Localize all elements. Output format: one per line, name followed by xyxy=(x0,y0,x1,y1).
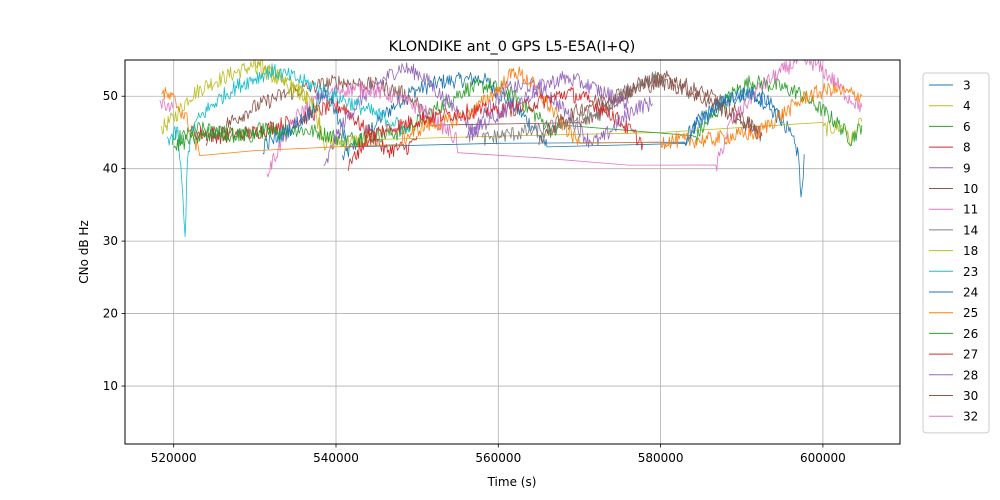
y-tick-label: 50 xyxy=(103,89,118,103)
legend-label-23: 23 xyxy=(963,265,978,279)
series-line-24 xyxy=(262,86,783,155)
series-line-10 xyxy=(205,70,763,147)
legend-label-25: 25 xyxy=(963,306,978,320)
legend-label-9: 9 xyxy=(963,161,971,175)
legend-label-6: 6 xyxy=(963,120,971,134)
legend-label-24: 24 xyxy=(963,286,978,300)
series-line-18 xyxy=(254,61,323,140)
x-tick-label: 560000 xyxy=(475,451,521,465)
series-line-23 xyxy=(166,63,410,238)
legend-label-32: 32 xyxy=(963,410,978,424)
chart-title: KLONDIKE ant_0 GPS L5-E5A(I+Q) xyxy=(389,39,636,55)
legend-label-3: 3 xyxy=(963,79,971,93)
legend-frame xyxy=(922,72,990,434)
x-tick-label: 520000 xyxy=(151,451,197,465)
x-tick-label: 600000 xyxy=(800,451,846,465)
series-line-27 xyxy=(347,86,644,171)
legend-label-10: 10 xyxy=(963,182,978,196)
series-line-30 xyxy=(538,74,759,146)
series-line-6 xyxy=(171,75,863,148)
legend-label-8: 8 xyxy=(963,141,971,155)
series-line-26 xyxy=(173,122,288,152)
series-line-4 xyxy=(161,60,863,151)
legend-label-11: 11 xyxy=(963,203,978,217)
y-tick-label: 20 xyxy=(103,307,118,321)
x-axis-label: Time (s) xyxy=(487,475,537,489)
x-tick-label: 580000 xyxy=(638,451,684,465)
legend: 3 4 6 8 9 10 11 14 18 23 24 25 26 27 28 30 32 xyxy=(922,72,990,434)
series-line-28 xyxy=(465,71,629,143)
series-line-8 xyxy=(189,98,418,159)
y-axis: 10 20 30 40 50 xyxy=(103,89,125,393)
plot-frame xyxy=(124,59,901,445)
x-tick-label: 540000 xyxy=(313,451,359,465)
legend-label-30: 30 xyxy=(963,389,978,403)
y-tick-label: 30 xyxy=(103,234,118,248)
legend-label-18: 18 xyxy=(963,244,978,258)
y-tick-label: 40 xyxy=(103,162,118,176)
legend-label-14: 14 xyxy=(963,223,978,237)
y-axis-label: CNo dB Hz xyxy=(77,220,91,284)
x-axis: 520000 540000 560000 580000 600000 xyxy=(151,444,846,465)
legend-label-27: 27 xyxy=(963,348,978,362)
series-line-32 xyxy=(159,99,174,113)
legend-label-4: 4 xyxy=(963,99,971,113)
y-tick-label: 10 xyxy=(103,379,118,393)
legend-label-28: 28 xyxy=(963,368,978,382)
plot-area xyxy=(159,60,863,238)
legend-label-26: 26 xyxy=(963,327,978,341)
